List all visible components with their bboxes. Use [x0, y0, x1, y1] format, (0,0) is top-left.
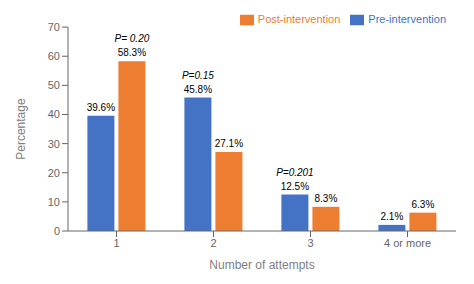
svg-text:3: 3 [307, 237, 313, 249]
svg-text:27.1%: 27.1% [215, 138, 243, 149]
svg-text:2.1%: 2.1% [381, 211, 404, 222]
svg-text:0: 0 [54, 225, 60, 237]
svg-text:8.3%: 8.3% [315, 193, 338, 204]
svg-text:60: 60 [48, 50, 60, 62]
svg-text:20: 20 [48, 167, 60, 179]
svg-text:P= 0.20: P= 0.20 [115, 33, 150, 44]
svg-text:4 or more: 4 or more [384, 237, 431, 249]
svg-text:2: 2 [210, 237, 216, 249]
html-text:Post-intervention: Post-intervention [257, 13, 341, 25]
svg-text:70: 70 [48, 21, 60, 33]
svg-text:P=0.201: P=0.201 [276, 167, 314, 178]
svg-text:P=0.15: P=0.15 [182, 70, 214, 81]
svg-text:Percentage: Percentage [14, 98, 28, 160]
svg-text:1: 1 [113, 237, 119, 249]
svg-text:Number of attempts: Number of attempts [209, 258, 314, 272]
svg-text:30: 30 [48, 138, 60, 150]
svg-text:12.5%: 12.5% [281, 181, 309, 192]
html-text:Pre-intervention: Pre-intervention [368, 13, 446, 25]
svg-text:58.3%: 58.3% [118, 47, 146, 58]
svg-text:50: 50 [48, 79, 60, 91]
svg-text:10: 10 [48, 196, 60, 208]
svg-text:45.8%: 45.8% [184, 84, 212, 95]
svg-text:40: 40 [48, 108, 60, 120]
svg-text:39.6%: 39.6% [87, 102, 115, 113]
svg-text:6.3%: 6.3% [412, 199, 435, 210]
